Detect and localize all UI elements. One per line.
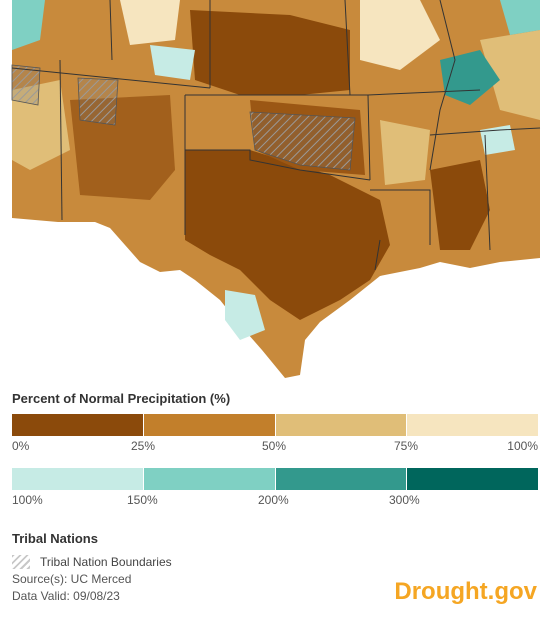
swatch-300-plus <box>407 468 538 490</box>
precipitation-map <box>11 0 541 378</box>
tribal-boundary-area-2 <box>249 111 356 171</box>
tick-label: 25% <box>131 439 156 453</box>
tick-label: 300% <box>389 493 420 507</box>
tick-label: 0% <box>12 439 30 453</box>
dry-color-scale <box>12 414 538 436</box>
drought-gov-logo[interactable]: Drought.gov <box>394 578 537 605</box>
severe-dry-texas <box>185 150 390 320</box>
state-boundaries <box>11 0 541 271</box>
legend-title: Percent of Normal Precipitation (%) <box>12 391 231 406</box>
above-normal-patch-1 <box>12 0 45 50</box>
tick-label: 75% <box>394 439 419 453</box>
above-normal-patch-6 <box>480 125 515 155</box>
above-normal-patch-3 <box>225 290 265 340</box>
above-normal-patch-4 <box>150 45 195 80</box>
swatch-25-50 <box>143 414 276 436</box>
swatch-75-100 <box>407 414 538 436</box>
near-normal-patch-5 <box>480 30 540 120</box>
hatch-pattern-icon <box>12 555 30 569</box>
swatch-150-200 <box>143 468 276 490</box>
wet-scale-ticks: 100% 150% 200% 300% <box>12 493 538 509</box>
swatch-200-300 <box>275 468 408 490</box>
severe-dry-kansas <box>190 10 350 95</box>
tick-label: 100% <box>12 493 43 507</box>
above-normal-patch-5 <box>500 0 540 35</box>
data-valid-text: Data Valid: 09/08/23 <box>12 589 120 603</box>
tick-label: 100% <box>507 439 538 453</box>
tick-label: 50% <box>262 439 287 453</box>
severe-dry-louisiana <box>430 160 490 250</box>
tribal-boundary-area-1 <box>11 64 41 106</box>
swatch-0-25 <box>12 414 144 436</box>
tick-label: 150% <box>127 493 158 507</box>
swatch-100-150 <box>12 468 144 490</box>
wet-color-scale <box>12 468 538 490</box>
tribal-nations-heading: Tribal Nations <box>12 531 98 546</box>
tribal-boundaries-label: Tribal Nation Boundaries <box>40 555 172 569</box>
swatch-50-75 <box>275 414 408 436</box>
dry-scale-ticks: 0% 25% 50% 75% 100% <box>12 439 538 455</box>
near-normal-patch-2 <box>360 0 440 70</box>
near-normal-patch-3 <box>380 120 430 185</box>
source-text: Source(s): UC Merced <box>12 572 132 586</box>
tick-label: 200% <box>258 493 289 507</box>
near-normal-patch-4 <box>120 0 180 45</box>
tribal-boundary-area-3 <box>77 77 119 126</box>
